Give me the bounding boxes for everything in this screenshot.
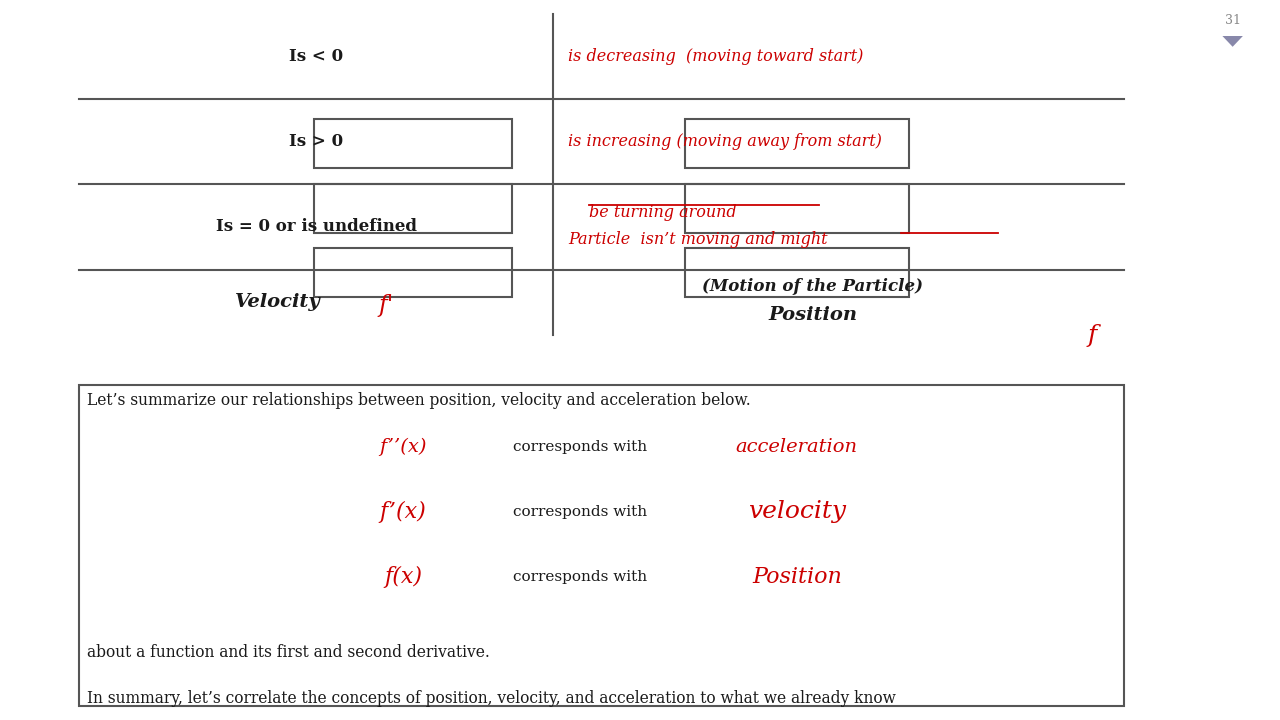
- Bar: [685, 184, 909, 233]
- Text: f’’(x): f’’(x): [379, 438, 426, 456]
- Text: acceleration: acceleration: [736, 438, 858, 456]
- Text: (Motion of the Particle): (Motion of the Particle): [703, 278, 923, 295]
- Bar: [685, 119, 909, 168]
- Text: velocity: velocity: [748, 500, 846, 523]
- Text: corresponds with: corresponds with: [513, 570, 646, 584]
- Text: Is = 0 or is undefined: Is = 0 or is undefined: [215, 218, 417, 235]
- Text: Velocity: Velocity: [236, 294, 320, 311]
- Text: 31: 31: [1225, 14, 1240, 27]
- Bar: [685, 248, 909, 297]
- Bar: [314, 248, 512, 297]
- Bar: [79, 385, 1124, 706]
- Text: f': f': [379, 294, 394, 318]
- Text: Particle  isn’t moving and might: Particle isn’t moving and might: [568, 231, 828, 248]
- Text: Let’s summarize our relationships between position, velocity and acceleration be: Let’s summarize our relationships betwee…: [87, 392, 751, 409]
- Text: corresponds with: corresponds with: [513, 440, 646, 454]
- Ellipse shape: [329, 562, 504, 592]
- Ellipse shape: [694, 561, 909, 593]
- Text: about a function and its first and second derivative.: about a function and its first and secon…: [87, 644, 490, 662]
- Text: f: f: [1087, 324, 1097, 347]
- Text: be turning around: be turning around: [589, 204, 736, 221]
- Text: Is < 0: Is < 0: [289, 48, 343, 66]
- Text: f(x): f(x): [384, 566, 422, 588]
- Text: Is > 0: Is > 0: [289, 133, 343, 150]
- Text: corresponds with: corresponds with: [513, 505, 646, 519]
- Ellipse shape: [694, 431, 909, 463]
- Ellipse shape: [329, 432, 504, 462]
- Text: Position: Position: [751, 566, 842, 588]
- Polygon shape: [1222, 36, 1243, 47]
- Text: is decreasing  (moving toward start): is decreasing (moving toward start): [568, 48, 864, 66]
- Bar: [314, 119, 512, 168]
- Text: In summary, let’s correlate the concepts of position, velocity, and acceleration: In summary, let’s correlate the concepts…: [87, 690, 896, 707]
- Text: is increasing (moving away from start): is increasing (moving away from start): [568, 133, 882, 150]
- Text: Position: Position: [768, 306, 858, 324]
- Ellipse shape: [329, 497, 504, 527]
- Bar: [314, 184, 512, 233]
- Ellipse shape: [694, 496, 909, 528]
- Text: f’(x): f’(x): [379, 501, 426, 523]
